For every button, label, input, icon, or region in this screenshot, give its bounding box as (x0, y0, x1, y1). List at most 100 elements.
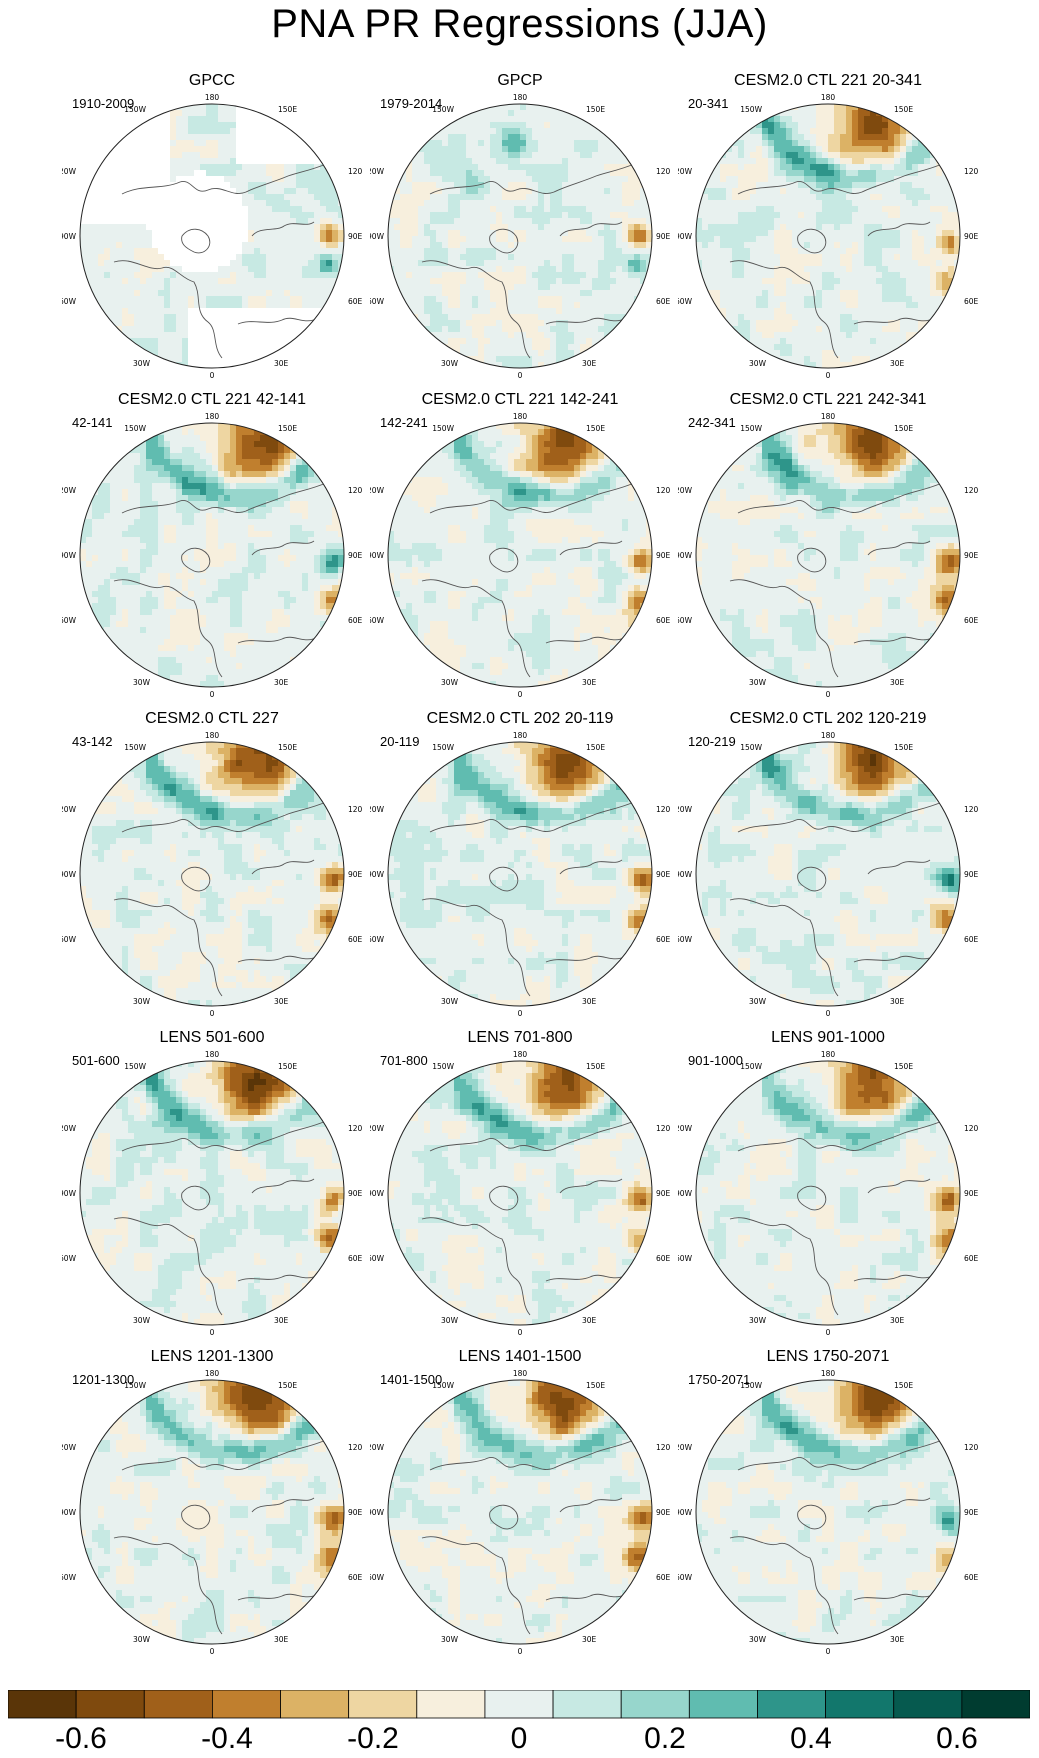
longitude-label: 180 (821, 412, 836, 421)
panel-title: LENS 1401-1500 (370, 1348, 670, 1366)
precip-field (388, 1061, 652, 1325)
longitude-label: 0 (518, 1647, 523, 1656)
panel-title: CESM2.0 CTL 227 (62, 710, 362, 728)
polar-map: 180 0 150E 120E 90E 60E 30E 150W 120W 90W 60W 30W (678, 1369, 978, 1656)
longitude-label: 90W (678, 232, 693, 241)
longitude-label: 90W (678, 1189, 693, 1198)
longitude-label: 150E (586, 1381, 605, 1390)
longitude-label: 30W (441, 359, 459, 368)
map-boundary (387, 103, 653, 369)
longitude-label: 60W (678, 1254, 693, 1263)
panel-title: LENS 1201-1300 (62, 1348, 362, 1366)
longitude-label: 60W (370, 297, 385, 306)
longitude-label: 90E (348, 232, 362, 241)
longitude-label: 120E (964, 1443, 978, 1452)
map-panel: GPCP 1979-2014 180 0 150E 120E 90E 60E 30E 150W 12… (370, 72, 670, 387)
longitude-label: 150W (124, 1062, 146, 1071)
longitude-label: 60W (678, 616, 693, 625)
panel-period: 1979-2014 (380, 96, 442, 111)
longitude-label: 60W (678, 297, 693, 306)
longitude-label: 180 (821, 1050, 836, 1059)
longitude-label: 90E (964, 870, 978, 879)
polar-map: 180 0 150E 120E 90E 60E 30E 150W 120W 90W 60W 30W (370, 412, 670, 699)
colorbar-swatch (825, 1690, 895, 1719)
colorbar-swatch (620, 1690, 690, 1719)
longitude-label: 120E (964, 167, 978, 176)
longitude-label: 60W (62, 297, 77, 306)
map-panel: CESM2.0 CTL 221 142-241 142-241 180 0 150E 12… (370, 391, 670, 706)
colorbar-swatch (75, 1690, 145, 1719)
coastlines (113, 1439, 343, 1635)
map-boundary (695, 1379, 961, 1645)
map-boundary (79, 422, 345, 688)
precip-field (696, 1380, 960, 1644)
longitude-label: 30W (749, 678, 767, 687)
precip-field (388, 742, 652, 1006)
longitude-label: 150W (432, 424, 454, 433)
longitude-label: 30W (441, 678, 459, 687)
panel-period: 20-119 (380, 734, 420, 749)
longitude-label: 30W (749, 1316, 767, 1325)
colorbar-swatch (961, 1690, 1030, 1719)
longitude-label: 120W (62, 805, 77, 814)
longitude-label: 90E (656, 870, 670, 879)
longitude-label: 60W (678, 1573, 693, 1582)
longitude-label: 30E (582, 1635, 597, 1644)
longitude-label: 180 (205, 1050, 220, 1059)
panel-period: 142-241 (380, 415, 428, 430)
panel-title: LENS 701-800 (370, 1029, 670, 1047)
longitude-label: 30E (890, 1316, 905, 1325)
longitude-label: 90W (370, 232, 385, 241)
precip-field (696, 1061, 960, 1325)
polar-map: 180 0 150E 120E 90E 60E 30E 150W 120W 90W 60W 30W (370, 731, 670, 1018)
map-panel: LENS 901-1000 901-1000 180 0 150E 120E 90E 60E 3… (678, 1029, 978, 1344)
polar-map: 180 0 150E 120E 90E 60E 30E 150W 120W 90W 60W 30W (62, 412, 362, 699)
polar-map: 180 0 150E 120E 90E 60E 30E 150W 120W 90W 60W 30W (370, 1369, 670, 1656)
longitude-label: 120E (348, 167, 362, 176)
longitude-label: 30W (133, 678, 151, 687)
longitude-label: 120W (370, 1124, 385, 1133)
longitude-label: 60W (370, 935, 385, 944)
longitude-label: 90E (964, 551, 978, 560)
coastlines (421, 801, 651, 997)
longitude-label: 30E (890, 997, 905, 1006)
longitude-label: 180 (821, 1369, 836, 1378)
longitude-label: 150E (278, 1062, 297, 1071)
longitude-label: 90E (348, 551, 362, 560)
panel-period: 120-219 (688, 734, 736, 749)
panel-period: 1750-2071 (688, 1372, 750, 1387)
longitude-label: 150E (586, 424, 605, 433)
longitude-label: 60W (370, 616, 385, 625)
longitude-label: 90E (348, 1508, 362, 1517)
longitude-label: 120W (370, 167, 385, 176)
precip-field (80, 423, 344, 687)
panel-period: 242-341 (688, 415, 736, 430)
precip-field (696, 104, 960, 368)
polar-map: 180 0 150E 120E 90E 60E 30E 150W 120W 90W 60W 30W (678, 1050, 978, 1337)
colorbar-swatch (484, 1690, 554, 1719)
longitude-label: 90W (62, 551, 77, 560)
panel-title: CESM2.0 CTL 202 20-119 (370, 710, 670, 728)
longitude-label: 120E (348, 1124, 362, 1133)
polar-map: 180 0 150E 120E 90E 60E 30E 150W 120W 90W 60W 30W (678, 731, 978, 1018)
longitude-label: 150W (432, 105, 454, 114)
longitude-label: 30E (582, 997, 597, 1006)
map-boundary (79, 1060, 345, 1326)
longitude-label: 120E (656, 805, 670, 814)
longitude-label: 90E (656, 551, 670, 560)
map-boundary (387, 741, 653, 1007)
longitude-label: 150W (124, 105, 146, 114)
map-panel: LENS 501-600 501-600 180 0 150E 120E 90E 60E 30E… (62, 1029, 362, 1344)
longitude-label: 90E (656, 1508, 670, 1517)
polar-map: 180 0 150E 120E 90E 60E 30E 150W 120W 90W 60W 30W (62, 93, 362, 380)
panel-title: LENS 901-1000 (678, 1029, 978, 1047)
precip-field (80, 104, 344, 368)
longitude-label: 60E (348, 1573, 362, 1582)
panel-period: 701-800 (380, 1053, 428, 1068)
longitude-label: 120W (678, 486, 693, 495)
colorbar-tick-label: -0.6 (21, 1722, 141, 1756)
longitude-label: 30W (441, 1316, 459, 1325)
colorbar-swatch (893, 1690, 963, 1719)
panel-title: CESM2.0 CTL 221 242-341 (678, 391, 978, 409)
longitude-label: 60W (370, 1254, 385, 1263)
